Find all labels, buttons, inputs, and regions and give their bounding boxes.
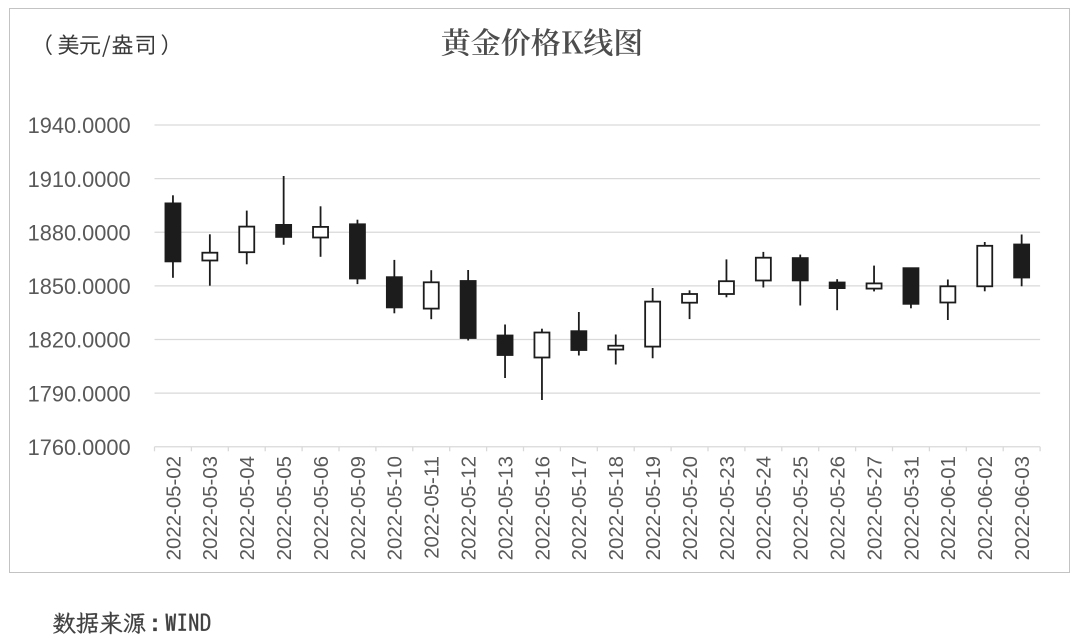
svg-text:2022-06-03: 2022-06-03 <box>1012 456 1034 560</box>
svg-text:2022-05-25: 2022-05-25 <box>791 456 813 560</box>
svg-text:2022-05-05: 2022-05-05 <box>274 456 296 560</box>
svg-text:2022-05-04: 2022-05-04 <box>237 456 259 560</box>
svg-text:2022-05-23: 2022-05-23 <box>717 456 739 560</box>
svg-text:2022-05-19: 2022-05-19 <box>643 456 665 560</box>
svg-text:1850.0000: 1850.0000 <box>28 274 131 299</box>
svg-text:1820.0000: 1820.0000 <box>28 328 131 353</box>
svg-text:1760.0000: 1760.0000 <box>28 435 131 460</box>
svg-text:2022-05-12: 2022-05-12 <box>458 456 480 560</box>
svg-text:2022-05-17: 2022-05-17 <box>569 456 591 560</box>
svg-text:1910.0000: 1910.0000 <box>28 167 131 192</box>
svg-text:2022-05-11: 2022-05-11 <box>422 456 444 559</box>
svg-text:2022-05-09: 2022-05-09 <box>348 456 370 560</box>
svg-text:2022-05-31: 2022-05-31 <box>901 456 923 560</box>
svg-text:1940.0000: 1940.0000 <box>28 113 131 138</box>
svg-text:2022-05-24: 2022-05-24 <box>754 456 776 560</box>
svg-text:2022-05-20: 2022-05-20 <box>680 456 702 560</box>
svg-text:2022-05-27: 2022-05-27 <box>864 456 886 560</box>
svg-text:2022-05-02: 2022-05-02 <box>163 456 185 560</box>
svg-text:1790.0000: 1790.0000 <box>28 381 131 406</box>
svg-text:2022-06-02: 2022-06-02 <box>975 456 997 560</box>
svg-text:2022-05-13: 2022-05-13 <box>495 456 517 560</box>
svg-text:2022-05-18: 2022-05-18 <box>606 456 628 560</box>
svg-text:2022-06-01: 2022-06-01 <box>938 456 960 560</box>
svg-text:2022-05-06: 2022-05-06 <box>311 456 333 560</box>
svg-text:2022-05-26: 2022-05-26 <box>827 456 849 560</box>
svg-text:2022-05-03: 2022-05-03 <box>200 456 222 560</box>
svg-text:2022-05-16: 2022-05-16 <box>532 456 554 560</box>
svg-text:1880.0000: 1880.0000 <box>28 221 131 246</box>
svg-text:2022-05-10: 2022-05-10 <box>385 456 407 560</box>
